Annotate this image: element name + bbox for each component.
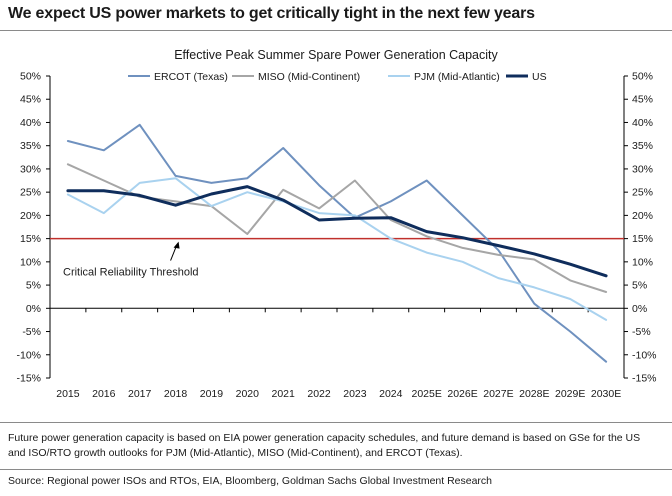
series-line-us bbox=[66, 185, 608, 278]
y-tick-label-right: -15% bbox=[632, 373, 657, 385]
x-tick-label: 2018 bbox=[164, 388, 188, 400]
x-tick-label: 2019 bbox=[200, 388, 224, 400]
annotation-arrow bbox=[170, 245, 178, 261]
y-tick-label-left: 25% bbox=[20, 187, 41, 199]
x-tick-label: 2016 bbox=[92, 388, 116, 400]
y-tick-label-left: 10% bbox=[20, 256, 41, 268]
y-tick-label-left: 15% bbox=[20, 233, 41, 245]
y-tick-label-left: -10% bbox=[16, 349, 41, 361]
series-line-pjm-mid-atlantic bbox=[66, 177, 608, 321]
footnote: Future power generation capacity is base… bbox=[8, 432, 641, 459]
x-tick-label: 2020 bbox=[236, 388, 260, 400]
y-tick-label-right: 20% bbox=[632, 210, 653, 222]
y-tick-label-right: 25% bbox=[632, 187, 653, 199]
y-tick-label-left: 50% bbox=[20, 71, 41, 83]
y-tick-label-left: 35% bbox=[20, 140, 41, 152]
chart-axes: 50% 50% 45% 45% 40% 40% 35% 35% 30% 30% 25% 25% 20% 2… bbox=[16, 71, 656, 401]
x-tick-label: 2025E bbox=[412, 388, 442, 400]
y-tick-label-left: -5% bbox=[22, 326, 41, 338]
y-tick-label-right: -10% bbox=[632, 349, 657, 361]
y-tick-label-right: 40% bbox=[632, 117, 653, 129]
chart-title: Effective Peak Summer Spare Power Genera… bbox=[174, 48, 498, 62]
y-tick-label-right: 15% bbox=[632, 233, 653, 245]
x-tick-label: 2017 bbox=[128, 388, 152, 400]
series-line-ercot-texas bbox=[66, 123, 608, 363]
title-divider bbox=[0, 30, 672, 31]
x-tick-label: 2027E bbox=[483, 388, 513, 400]
page-title: We expect US power markets to get critic… bbox=[8, 5, 535, 22]
legend-label: ERCOT (Texas) bbox=[154, 71, 228, 83]
y-tick-label-right: -5% bbox=[632, 326, 651, 338]
series-layer bbox=[66, 123, 608, 363]
annotation-layer: Critical Reliability Threshold bbox=[63, 241, 199, 279]
y-tick-label-right: 50% bbox=[632, 71, 653, 83]
annotation-arrowhead bbox=[173, 241, 180, 249]
y-tick-label-right: 30% bbox=[632, 163, 653, 175]
x-tick-label: 2026E bbox=[447, 388, 477, 400]
y-tick-label-right: 0% bbox=[632, 303, 647, 315]
source-divider bbox=[0, 469, 672, 470]
x-tick-label: 2021 bbox=[272, 388, 296, 400]
x-tick-label: 2022 bbox=[307, 388, 331, 400]
y-tick-label-right: 45% bbox=[632, 94, 653, 106]
y-tick-label-left: 0% bbox=[26, 303, 41, 315]
y-tick-label-left: 45% bbox=[20, 94, 41, 106]
x-tick-label: 2024 bbox=[379, 388, 403, 400]
notes-divider bbox=[0, 422, 672, 423]
legend-label: US bbox=[532, 71, 547, 83]
y-tick-label-left: 40% bbox=[20, 117, 41, 129]
x-tick-label: 2030E bbox=[591, 388, 621, 400]
legend-label: PJM (Mid-Atlantic) bbox=[414, 71, 500, 83]
y-tick-label-left: 20% bbox=[20, 210, 41, 222]
x-tick-label: 2028E bbox=[519, 388, 549, 400]
y-tick-label-right: 35% bbox=[632, 140, 653, 152]
threshold-label: Critical Reliability Threshold bbox=[63, 267, 199, 279]
spare-capacity-chart: Effective Peak Summer Spare Power Genera… bbox=[16, 48, 656, 401]
source-note: Source: Regional power ISOs and RTOs, EI… bbox=[8, 475, 493, 487]
y-tick-label-right: 5% bbox=[632, 280, 647, 292]
y-tick-label-left: -15% bbox=[16, 373, 41, 385]
y-tick-label-right: 10% bbox=[632, 256, 653, 268]
y-tick-label-left: 30% bbox=[20, 163, 41, 175]
x-tick-label: 2029E bbox=[555, 388, 585, 400]
x-tick-label: 2015 bbox=[56, 388, 80, 400]
legend-label: MISO (Mid-Continent) bbox=[258, 71, 360, 83]
chart-legend: ERCOT (Texas) MISO (Mid-Continent) PJM (Mi… bbox=[128, 71, 547, 83]
y-tick-label-left: 5% bbox=[26, 280, 41, 292]
x-tick-label: 2023 bbox=[343, 388, 367, 400]
